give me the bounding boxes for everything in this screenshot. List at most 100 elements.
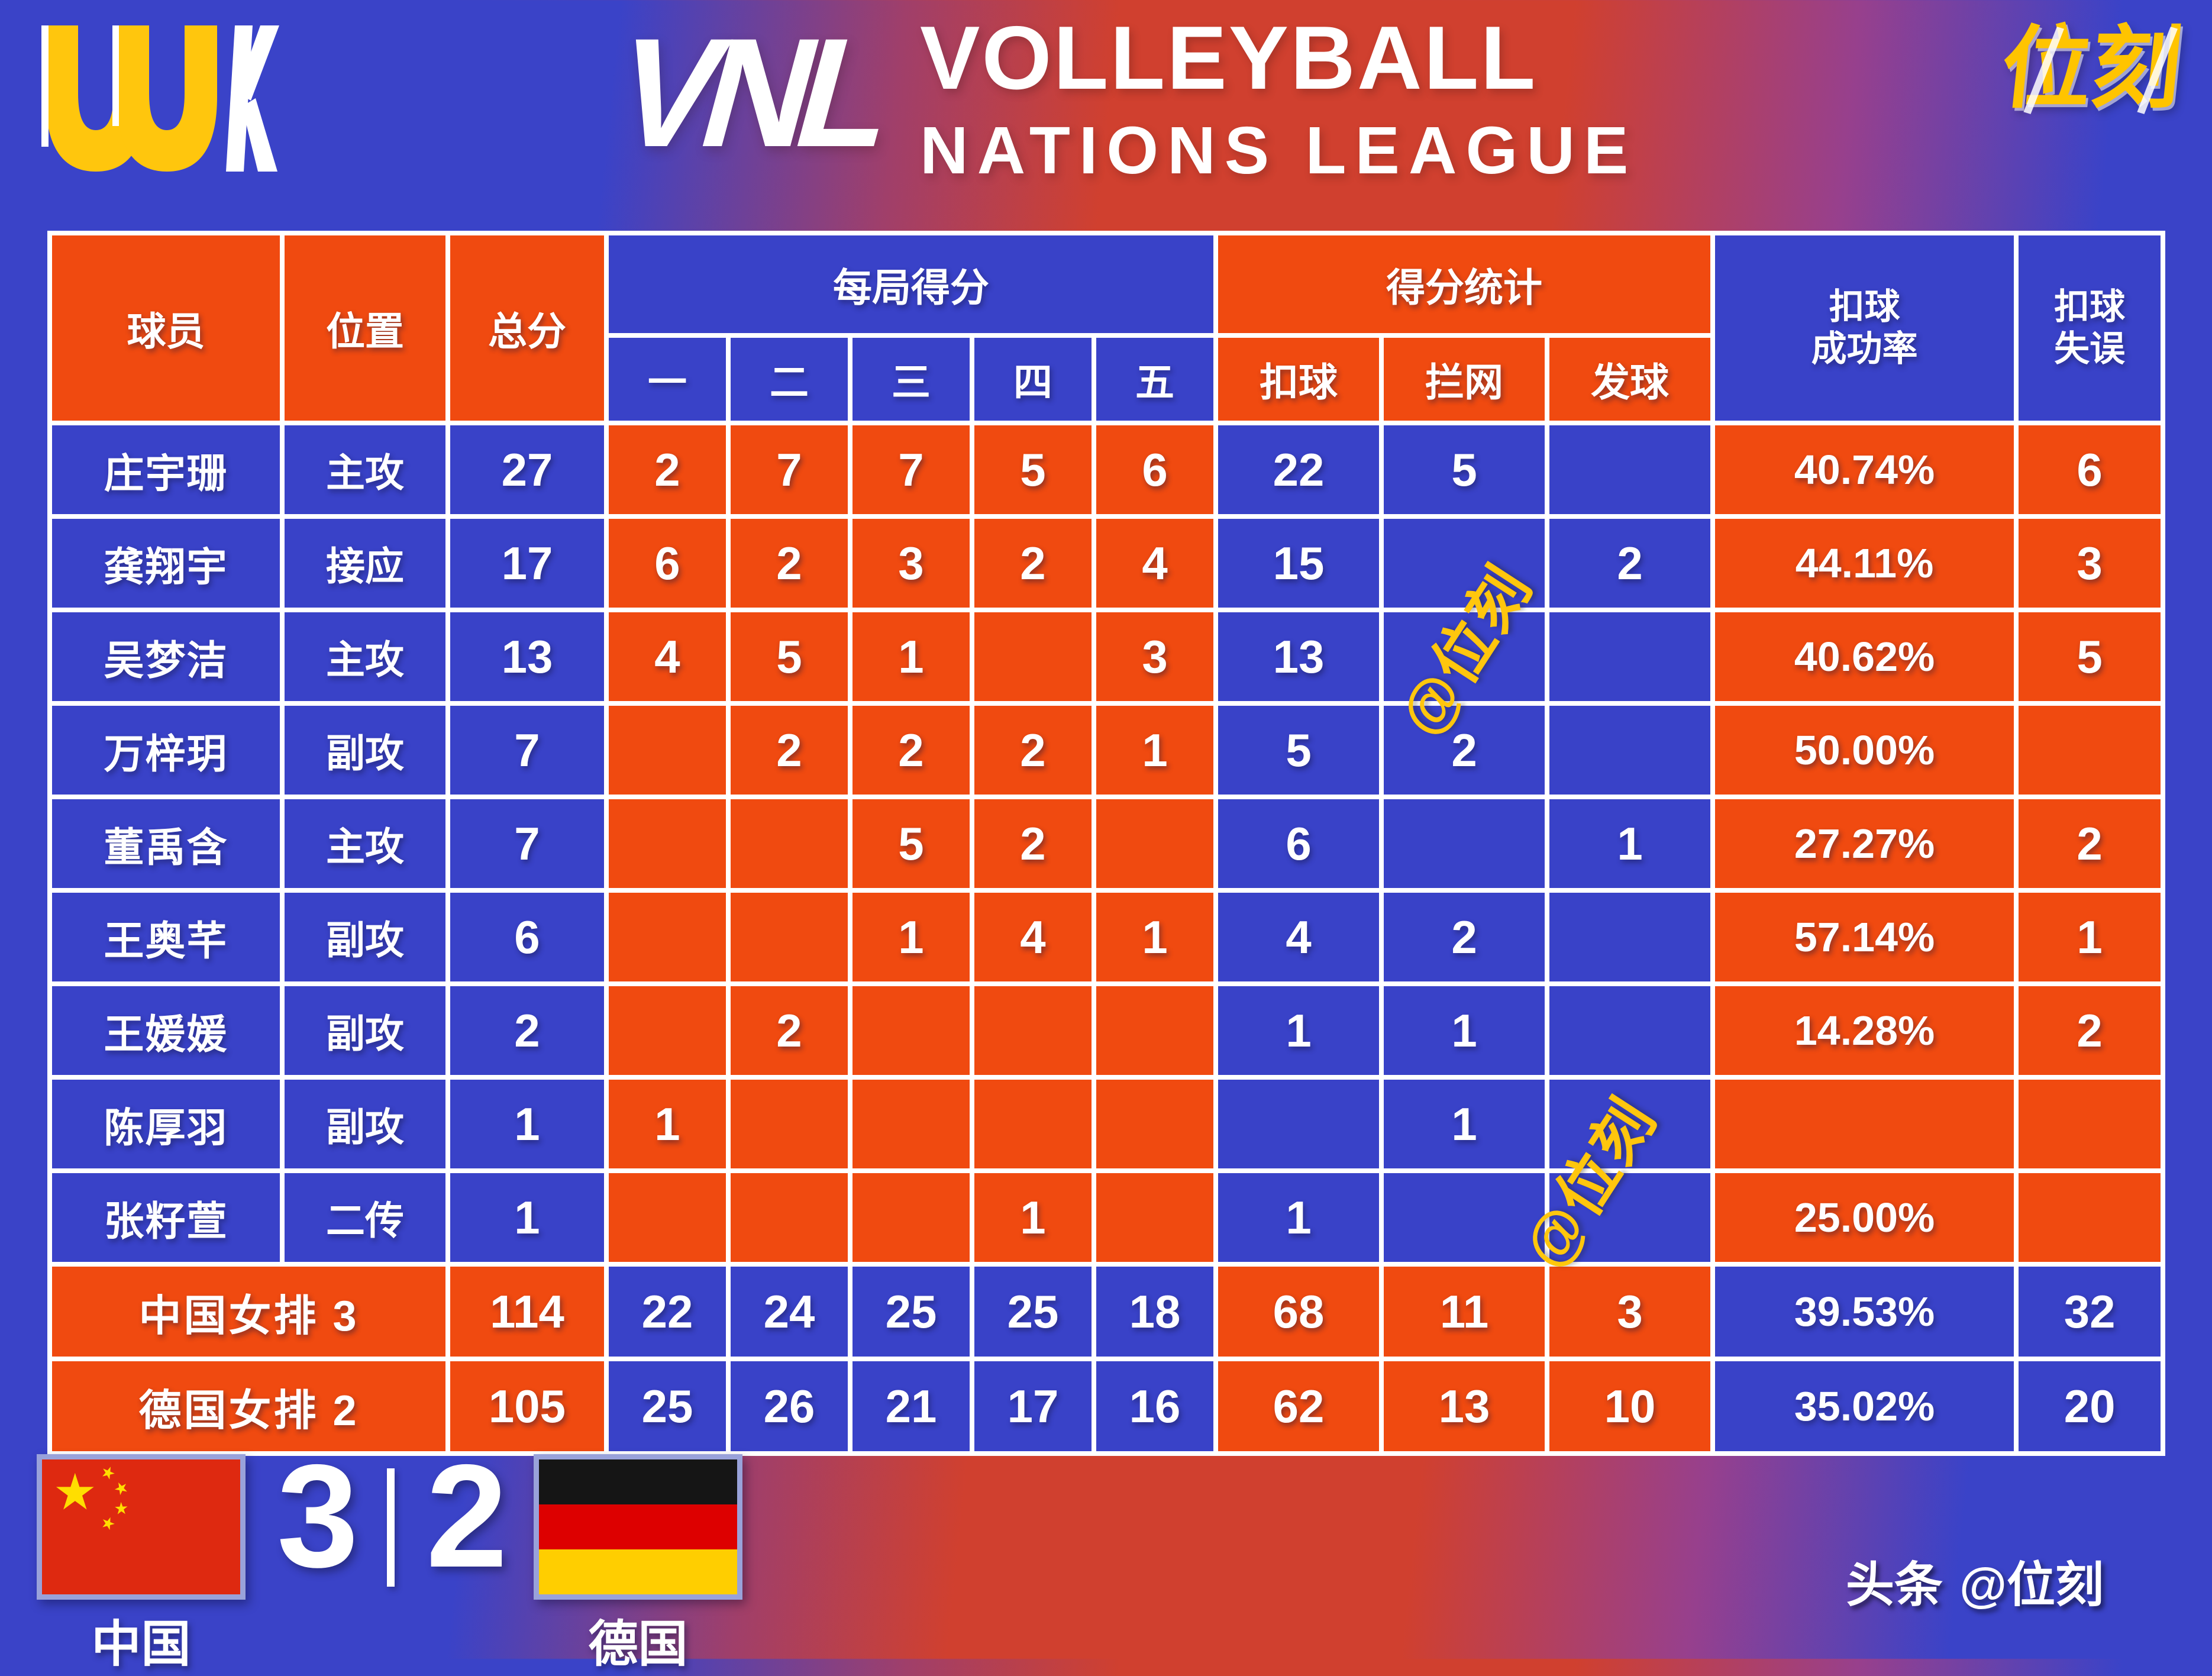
set-score-cell: 25: [609, 1361, 726, 1451]
header-spike-errors: 扣球 失误: [2019, 235, 2161, 421]
home-team-label: 中国: [91, 1616, 191, 1672]
block-cell: 2: [1384, 893, 1545, 981]
spike-errors-cell: 20: [2019, 1361, 2161, 1451]
home-score: 3: [277, 1433, 359, 1598]
header-stats-group: 得分统计: [1218, 235, 1711, 333]
serve-cell: [1549, 1173, 1711, 1262]
set-score-cell: 4: [1096, 519, 1214, 608]
set-score-cell: 1: [1096, 706, 1214, 795]
spike-rate-cell: [1715, 1080, 2014, 1168]
spike-rate-cell: 39.53%: [1715, 1267, 2014, 1357]
set-score-cell: [609, 1173, 726, 1262]
header-serve: 发球: [1549, 338, 1711, 421]
header-set-5: 五: [1096, 338, 1214, 421]
vnl-title-line2: NATIONS LEAGUE: [920, 113, 1638, 188]
header-position: 位置: [285, 235, 445, 421]
spike-errors-cell: [2019, 1080, 2161, 1168]
set-score-cell: 3: [852, 519, 970, 608]
serve-cell: [1549, 986, 1711, 1075]
stats-table: 球员 位置 总分 每局得分 得分统计 扣球 成功率 扣球 失误 一 二 三 四 …: [47, 231, 2166, 1456]
player-name-cell: 龚翔宇: [52, 519, 280, 608]
set-score-cell: 5: [731, 612, 848, 701]
header-spike-rate: 扣球 成功率: [1715, 235, 2014, 421]
set-score-cell: [1096, 799, 1214, 888]
set-score-cell: 5: [852, 799, 970, 888]
total-cell: 7: [450, 799, 604, 888]
spike-errors-cell: 1: [2019, 893, 2161, 981]
spike-errors-cell: 5: [2019, 612, 2161, 701]
header-spike: 扣球: [1218, 338, 1380, 421]
spike-errors-cell: 32: [2019, 1267, 2161, 1357]
block-cell: [1384, 612, 1545, 701]
set-score-cell: 22: [609, 1267, 726, 1357]
block-cell: [1384, 519, 1545, 608]
position-cell: 主攻: [285, 425, 445, 514]
credit-line: 头条 @位刻: [1846, 1545, 2177, 1616]
header-total: 总分: [450, 235, 604, 421]
away-team-label: 德国: [588, 1616, 688, 1672]
position-cell: 接应: [285, 519, 445, 608]
serve-cell: [1549, 425, 1711, 514]
set-score-cell: [1096, 1173, 1214, 1262]
spike-cell: 4: [1218, 893, 1380, 981]
player-row: 董禹含 主攻 7 5 2 6 1 27.27% 2: [52, 799, 2161, 888]
player-name-cell: 张籽萱: [52, 1173, 280, 1262]
score-divider: [387, 1468, 395, 1587]
player-name-cell: 庄宇珊: [52, 425, 280, 514]
brand-logo: 位刻: [1971, 18, 2212, 122]
credit-prefix: 头条: [1846, 1558, 1943, 1612]
set-score-cell: 1: [852, 612, 970, 701]
set-score-cell: [609, 986, 726, 1075]
set-score-cell: 4: [609, 612, 726, 701]
position-cell: 主攻: [285, 799, 445, 888]
set-score-cell: [974, 986, 1092, 1075]
serve-cell: 10: [1549, 1361, 1711, 1451]
header-set-1: 一: [609, 338, 726, 421]
serve-cell: [1549, 1080, 1711, 1168]
set-score-cell: [852, 1173, 970, 1262]
block-cell: 1: [1384, 986, 1545, 1075]
block-cell: 2: [1384, 706, 1545, 795]
set-score-cell: [731, 799, 848, 888]
set-score-cell: [731, 893, 848, 981]
spike-rate-cell: 40.62%: [1715, 612, 2014, 701]
position-cell: 副攻: [285, 1080, 445, 1168]
serve-cell: [1549, 893, 1711, 981]
header-player: 球员: [52, 235, 280, 421]
set-score-cell: 6: [1096, 425, 1214, 514]
spike-cell: 1: [1218, 1173, 1380, 1262]
set-score-cell: [1096, 1080, 1214, 1168]
block-cell: [1384, 799, 1545, 888]
total-cell: 27: [450, 425, 604, 514]
spike-cell: 5: [1218, 706, 1380, 795]
block-cell: 5: [1384, 425, 1545, 514]
set-score-cell: 7: [731, 425, 848, 514]
set-score-cell: 2: [852, 706, 970, 795]
set-score-cell: 1: [852, 893, 970, 981]
set-score-cell: 26: [731, 1361, 848, 1451]
block-cell: 1: [1384, 1080, 1545, 1168]
table-body: 庄宇珊 主攻 27 2 7 7 5 6 22 5 40.74% 6 龚翔宇 接应 17 6 2 3 2 4 15 2 44.…: [52, 425, 2161, 1451]
spike-cell: 15: [1218, 519, 1380, 608]
spike-errors-cell: 6: [2019, 425, 2161, 514]
set-score-cell: 21: [852, 1361, 970, 1451]
china-flag-icon: [37, 1454, 246, 1600]
uuk-logo-icon: [37, 22, 279, 179]
spike-rate-cell: 50.00%: [1715, 706, 2014, 795]
set-score-cell: 24: [731, 1267, 848, 1357]
set-score-cell: 2: [731, 519, 848, 608]
total-cell: 1: [450, 1173, 604, 1262]
block-cell: 11: [1384, 1267, 1545, 1357]
total-cell: 1: [450, 1080, 604, 1168]
player-row: 万梓玥 副攻 7 2 2 2 1 5 2 50.00%: [52, 706, 2161, 795]
spike-cell: 22: [1218, 425, 1380, 514]
header-set-3: 三: [852, 338, 970, 421]
team-total-row: 德国女排 2 105 25 26 21 17 16 62 13 10 35.02% 20: [52, 1361, 2161, 1451]
player-name-cell: 董禹含: [52, 799, 280, 888]
set-score-cell: [731, 1080, 848, 1168]
set-score-cell: [852, 986, 970, 1075]
germany-flag-icon: [534, 1454, 742, 1600]
set-score-cell: 2: [974, 706, 1092, 795]
team-name-cell: 中国女排 3: [52, 1267, 445, 1357]
